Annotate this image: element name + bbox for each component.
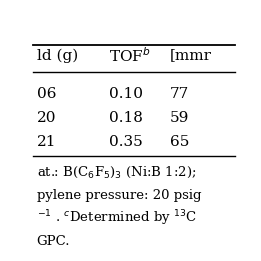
- Text: 06: 06: [37, 87, 56, 101]
- Text: GPC.: GPC.: [37, 235, 70, 248]
- Text: 59: 59: [170, 111, 189, 125]
- Text: 65: 65: [170, 135, 189, 149]
- Text: 21: 21: [37, 135, 56, 149]
- Text: 0.10: 0.10: [110, 87, 144, 101]
- Text: 77: 77: [170, 87, 189, 101]
- Text: at.: B(C$_6$F$_5$)$_3$ (Ni:B 1:2);: at.: B(C$_6$F$_5$)$_3$ (Ni:B 1:2);: [37, 164, 196, 180]
- Text: 0.35: 0.35: [110, 135, 143, 149]
- Text: ld (g): ld (g): [37, 48, 78, 63]
- Text: pylene pressure: 20 psig: pylene pressure: 20 psig: [37, 189, 201, 201]
- Text: [mmr: [mmr: [170, 49, 212, 62]
- Text: 20: 20: [37, 111, 56, 125]
- Text: 0.18: 0.18: [110, 111, 143, 125]
- Text: TOF$^b$: TOF$^b$: [110, 46, 151, 65]
- Text: $^{-1}$ . $^c$Determined by $^{13}$C: $^{-1}$ . $^c$Determined by $^{13}$C: [37, 209, 197, 228]
